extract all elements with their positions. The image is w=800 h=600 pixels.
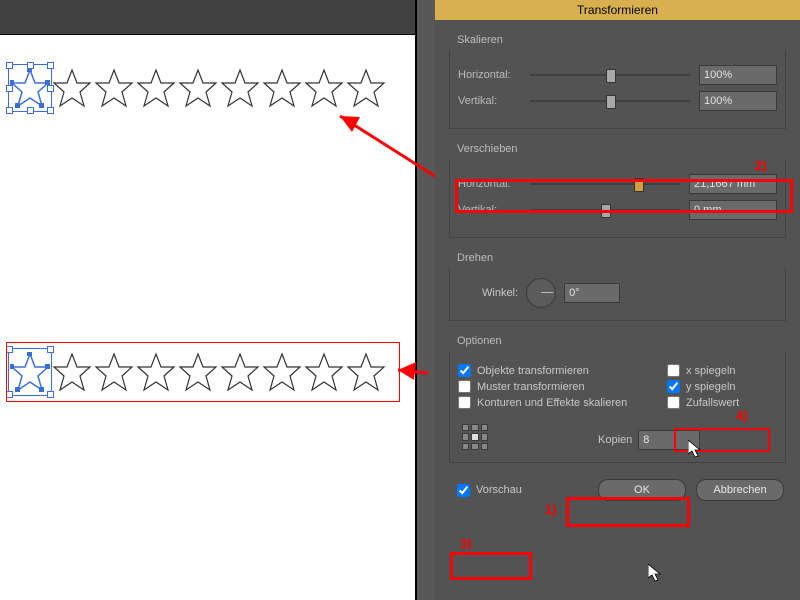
input-scale-h[interactable]: 100%	[699, 65, 777, 85]
dialog-title: Transformieren	[435, 0, 800, 20]
input-move-h[interactable]: 21,1667 mm	[689, 174, 777, 194]
input-copies[interactable]: 8	[638, 430, 700, 450]
cb-preview[interactable]: Vorschau	[457, 484, 522, 497]
label-scale-h: Horizontal:	[458, 69, 522, 81]
cb-reflect-x[interactable]: x spiegeln	[667, 364, 777, 377]
section-move: Horizontal: 21,1667 mm Vertikal: 0 mm	[449, 159, 786, 238]
cb-reflect-y[interactable]: y spiegeln	[667, 380, 777, 393]
section-rotate: Winkel: 0°	[449, 268, 786, 321]
slider-scale-h[interactable]	[530, 74, 691, 76]
dialog-transform: Transformieren Skalieren Horizontal: 100…	[435, 0, 800, 600]
section-title-options: Optionen	[457, 335, 800, 347]
input-scale-v[interactable]: 100%	[699, 91, 777, 111]
label-angle: Winkel:	[482, 287, 518, 299]
section-options: Objekte transformieren Muster transformi…	[449, 351, 786, 463]
cancel-button[interactable]: Abbrechen	[696, 479, 784, 501]
label-scale-v: Vertikal:	[458, 95, 522, 107]
slider-move-v[interactable]	[530, 209, 681, 211]
section-title-move: Verschieben	[457, 143, 800, 155]
artboard	[0, 0, 417, 600]
reference-point-icon[interactable]	[462, 424, 488, 450]
slider-move-h[interactable]	[530, 183, 681, 185]
section-scale: Horizontal: 100% Vertikal: 100%	[449, 50, 786, 129]
annotation-num-4: 4)	[736, 408, 748, 423]
annotation-num-2: 2)	[755, 158, 767, 173]
label-move-h: Horizontal:	[458, 178, 522, 190]
annotation-box-row2	[6, 342, 400, 402]
cb-transform-objects[interactable]: Objekte transformieren	[458, 364, 667, 377]
ok-button[interactable]: OK	[598, 479, 686, 501]
artboard-darktop	[0, 0, 415, 35]
input-angle[interactable]: 0°	[564, 283, 620, 303]
cb-transform-patterns[interactable]: Muster transformieren	[458, 380, 667, 393]
section-title-scale: Skalieren	[457, 34, 800, 46]
star-row-original	[10, 68, 410, 118]
annotation-num-3: 3)	[460, 536, 472, 551]
cb-random[interactable]: Zufallswert	[667, 396, 777, 409]
input-move-v[interactable]: 0 mm	[689, 200, 777, 220]
section-title-rotate: Drehen	[457, 252, 800, 264]
angle-dial[interactable]	[526, 278, 556, 308]
annotation-num-1: 1)	[545, 502, 557, 517]
cb-scale-strokes[interactable]: Konturen und Effekte skalieren	[458, 396, 667, 409]
label-move-v: Vertikal:	[458, 204, 522, 216]
slider-scale-v[interactable]	[530, 100, 691, 102]
selection-bbox-1	[8, 64, 52, 112]
label-copies: Kopien	[598, 434, 632, 446]
